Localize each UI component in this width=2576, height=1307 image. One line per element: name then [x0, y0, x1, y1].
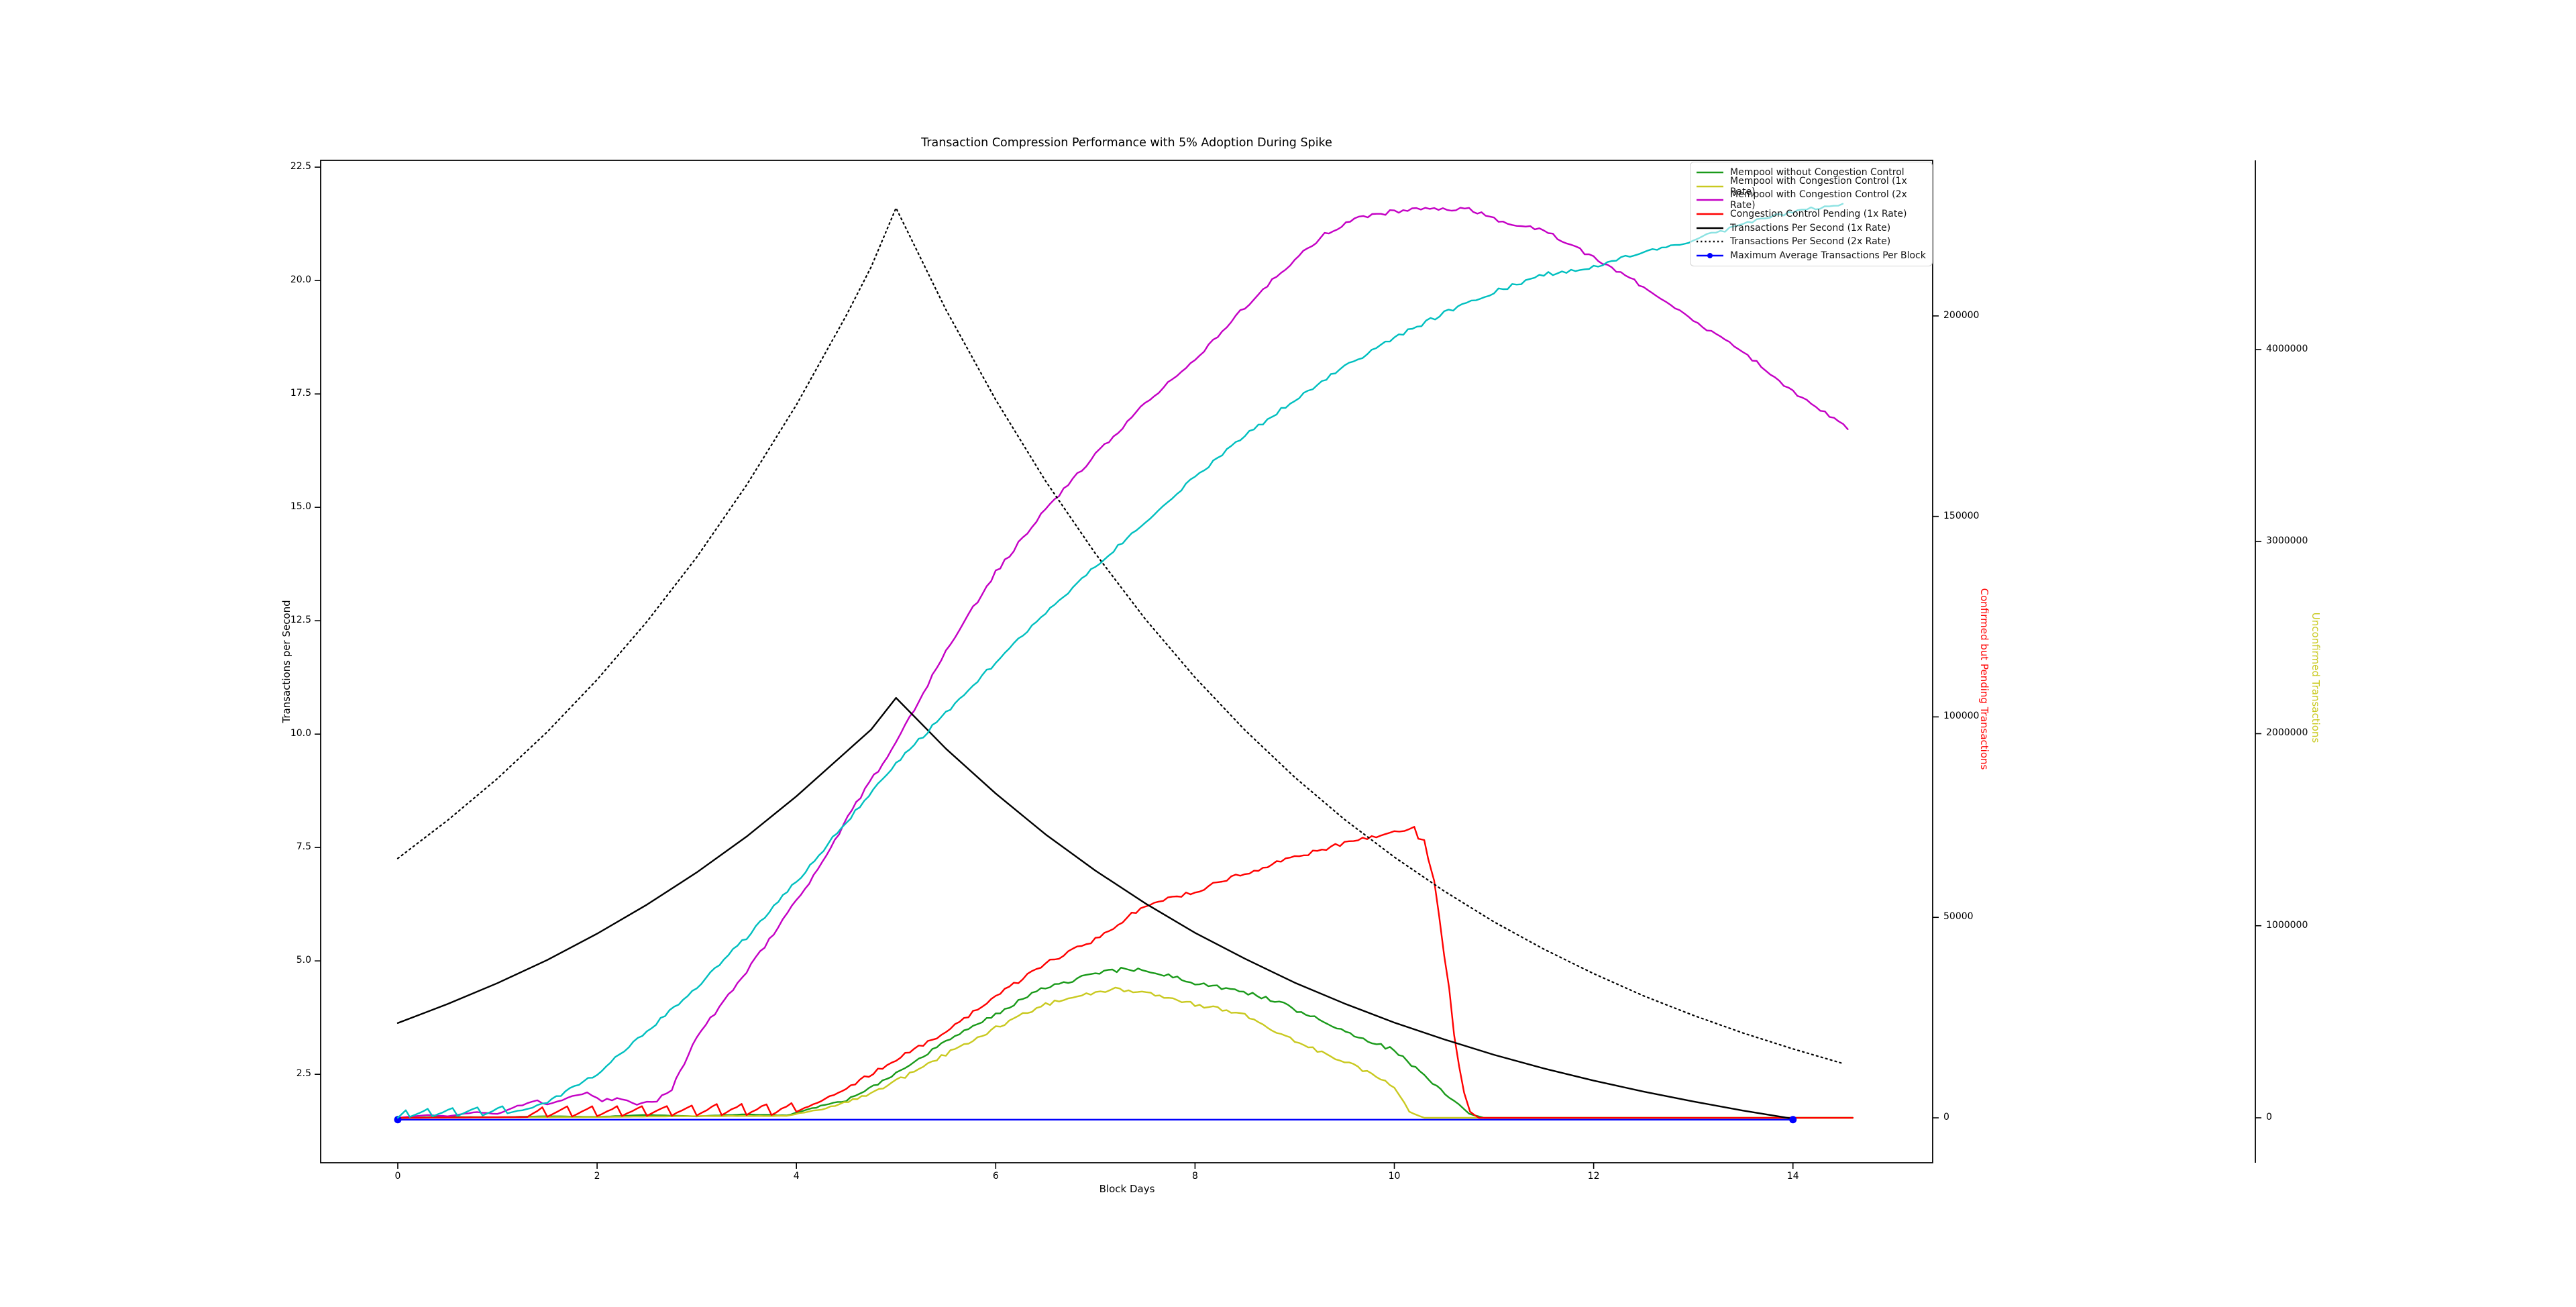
legend-swatch-tps_2x-icon — [1697, 241, 1723, 243]
legend-swatch-mempool_cc_1x-icon — [1697, 185, 1723, 188]
x-axis-label: Block Days — [1099, 1183, 1155, 1195]
unconfirmed-y-tick-label: 3000000 — [2266, 535, 2308, 547]
pending-y-tick-label: 50000 — [1943, 911, 1974, 923]
pending-y-tick-label: 100000 — [1943, 711, 1980, 722]
unconfirmed-y-tick-label: 4000000 — [2266, 343, 2308, 354]
series-cc_pending_1x-line — [396, 826, 1854, 1119]
left-y-tick-label: 10.0 — [290, 728, 311, 739]
legend-label: Maximum Average Transactions Per Block — [1730, 250, 1926, 261]
legend-label: Transactions Per Second (2x Rate) — [1730, 236, 1891, 248]
legend-box: Mempool without Congestion Control Mempoo… — [1690, 162, 1933, 267]
legend-label: Mempool with Congestion Control (1x Rate… — [1730, 175, 1907, 197]
left-y-tick-label: 5.0 — [296, 955, 311, 966]
legend-item-mempool_no_cc: Mempool without Congestion Control — [1696, 166, 1927, 180]
left-y-tick-label: 2.5 — [296, 1068, 311, 1080]
series-tps_1x-line — [396, 696, 1794, 1120]
series-unlabeled_cyan-line — [396, 203, 1844, 1119]
x-tick-label: 2 — [594, 1171, 600, 1182]
legend-swatch-max_avg_tx_per_block-icon — [1697, 252, 1723, 258]
legend-swatch-mempool_no_cc-icon — [1697, 172, 1723, 174]
legend-label: Congestion Control Pending (1x Rate) — [1730, 209, 1907, 220]
left-y-tick-label: 20.0 — [290, 274, 311, 286]
unconfirmed-y-tick-label: 0 — [2266, 1112, 2272, 1122]
legend-item-tps_1x: Transactions Per Second (1x Rate) — [1696, 221, 1927, 235]
plot-spines — [320, 160, 1933, 1163]
legend-swatch-cc_pending_1x-icon — [1697, 213, 1723, 215]
legend-label: Transactions Per Second (1x Rate) — [1730, 222, 1891, 233]
left-y-tick-label: 17.5 — [290, 388, 311, 399]
legend-label: Mempool without Congestion Control — [1730, 167, 1904, 178]
x-tick-label: 0 — [394, 1171, 401, 1182]
y-axis-label-unconfirmed: Unconfirmed Transactions — [2310, 612, 2322, 743]
legend-item-mempool_cc_2x: Mempool with Congestion Control (2x Rate… — [1696, 189, 1927, 211]
series-tps_2x-line — [396, 207, 1844, 1065]
x-tick-label: 14 — [1786, 1171, 1799, 1182]
series-mempool_cc_2x-line — [396, 207, 1849, 1119]
x-tick-label: 4 — [793, 1171, 800, 1182]
legend-swatch-mempool_cc_2x-icon — [1697, 199, 1723, 201]
series-mempool_no_cc-line — [396, 966, 1854, 1119]
pending-y-tick-label: 150000 — [1943, 510, 1980, 521]
x-tick-label: 8 — [1191, 1171, 1198, 1182]
legend-item-tps_2x: Transactions Per Second (2x Rate) — [1696, 235, 1927, 249]
x-tick-label: 10 — [1388, 1171, 1401, 1182]
left-y-tick-label: 7.5 — [296, 841, 311, 853]
unconfirmed-y-tick-label: 1000000 — [2266, 919, 2308, 931]
pending-y-tick-label: 200000 — [1943, 309, 1980, 321]
series-max_avg_tx_per_block-marker — [1789, 1116, 1797, 1124]
unconfirmed-y-tick-label: 2000000 — [2266, 727, 2308, 739]
x-tick-label: 6 — [992, 1171, 999, 1182]
y-axis-label-pending: Confirmed but Pending Transactions — [1978, 588, 1990, 770]
left-y-tick-label: 15.0 — [290, 501, 311, 513]
legend-swatch-tps_1x-icon — [1697, 227, 1723, 229]
legend-item-cc_pending_1x: Congestion Control Pending (1x Rate) — [1696, 207, 1927, 221]
chart-title: Transaction Compression Performance with… — [921, 136, 1332, 150]
pending-y-tick-label: 0 — [1943, 1112, 1949, 1123]
legend-item-max_avg_tx_per_block: Maximum Average Transactions Per Block — [1696, 249, 1927, 263]
legend-label: Mempool with Congestion Control (2x Rate… — [1730, 189, 1907, 211]
legend-item-mempool_cc_1x: Mempool with Congestion Control (1x Rate… — [1696, 176, 1927, 197]
x-tick-label: 12 — [1587, 1171, 1600, 1182]
left-y-tick-label: 12.5 — [290, 615, 311, 626]
left-y-tick-label: 22.5 — [290, 161, 311, 172]
series-max_avg_tx_per_block-marker — [394, 1116, 402, 1124]
